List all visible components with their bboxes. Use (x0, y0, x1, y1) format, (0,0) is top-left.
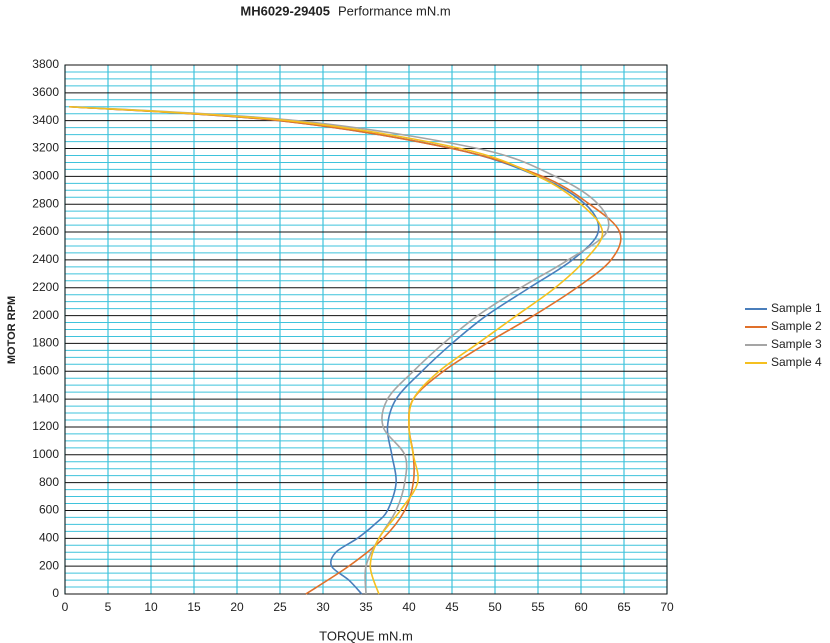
y-tick-label: 800 (39, 475, 59, 489)
legend-label: Sample 1 (771, 301, 822, 315)
y-tick-label: 3200 (32, 141, 59, 155)
y-tick-label: 400 (39, 530, 59, 544)
y-tick-label: 200 (39, 558, 59, 572)
data-line (69, 105, 604, 595)
x-tick-label: 40 (402, 600, 416, 614)
y-tick-label: 1200 (32, 419, 59, 433)
legend-label: Sample 3 (771, 337, 822, 351)
y-tick-label: 3600 (32, 85, 59, 99)
y-tick-label: 1400 (32, 391, 59, 405)
legend-label: Sample 4 (771, 355, 822, 369)
y-tick-label: 1600 (32, 363, 59, 377)
x-tick-label: 10 (144, 600, 158, 614)
y-tick-label: 3000 (32, 169, 59, 183)
x-tick-label: 50 (488, 600, 502, 614)
y-tick-label: 1000 (32, 447, 59, 461)
data-line (73, 105, 610, 595)
y-tick-label: 1800 (32, 336, 59, 350)
x-tick-label: 70 (660, 600, 674, 614)
y-tick-label: 2600 (32, 224, 59, 238)
x-tick-label: 45 (445, 600, 459, 614)
y-axis-label: MOTOR RPM (6, 296, 18, 364)
x-tick-label: 25 (273, 600, 287, 614)
y-tick-label: 2200 (32, 280, 59, 294)
x-tick-label: 5 (105, 600, 112, 614)
y-tick-label: 0 (52, 586, 59, 600)
x-tick-label: 30 (316, 600, 330, 614)
x-tick-label: 55 (531, 600, 545, 614)
x-tick-label: 35 (359, 600, 373, 614)
x-tick-label: 65 (617, 600, 631, 614)
x-tick-label: 15 (187, 600, 201, 614)
data-line (69, 105, 622, 595)
y-tick-label: 3400 (32, 113, 59, 127)
x-tick-label: 0 (62, 600, 69, 614)
y-tick-label: 600 (39, 503, 59, 517)
chart-title: MH6029-29405 (240, 3, 330, 18)
legend-label: Sample 2 (771, 319, 822, 333)
x-tick-label: 60 (574, 600, 588, 614)
y-tick-label: 2800 (32, 196, 59, 210)
y-tick-label: 2000 (32, 308, 59, 322)
y-tick-label: 2400 (32, 252, 59, 266)
y-tick-label: 3800 (32, 57, 59, 71)
chart-subtitle: Performance mN.m (338, 3, 451, 18)
x-tick-label: 20 (230, 600, 244, 614)
x-axis-label: TORQUE mN.m (319, 628, 413, 643)
